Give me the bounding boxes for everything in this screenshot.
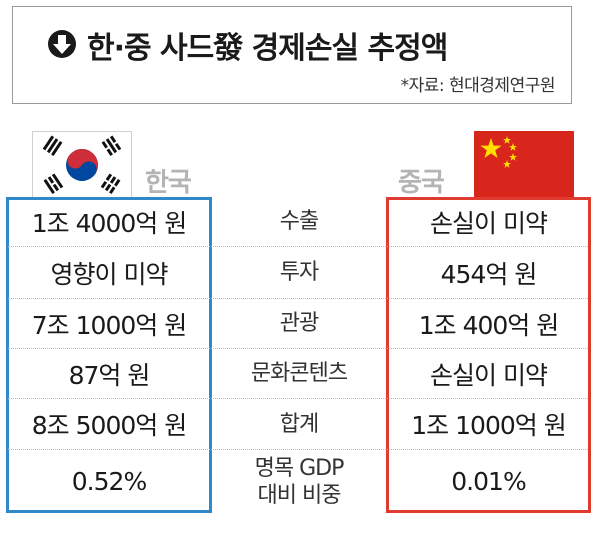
row-divider	[8, 246, 588, 247]
korea-flag-icon	[32, 131, 132, 199]
title-panel: 한·중 사드發 경제손실 추정액 *자료: 현대경제연구원	[12, 6, 572, 104]
korea-column-frame	[6, 197, 212, 513]
country-label-china: 중국	[398, 168, 445, 198]
row-label-investment: 투자	[279, 260, 319, 285]
china-flag-icon	[474, 131, 574, 199]
korea-value-gdp-share: 0.52%	[71, 467, 147, 496]
row-label-culture: 문화콘텐츠	[250, 361, 348, 386]
country-label-korea: 한국	[145, 168, 192, 198]
row-label-tourism: 관광	[279, 311, 319, 336]
row-divider	[8, 298, 588, 299]
china-value-export: 손실이 미약	[430, 208, 548, 238]
china-column-frame	[386, 197, 591, 513]
row-label-export: 수출	[279, 209, 319, 234]
row-label-total: 합계	[279, 411, 319, 437]
row-divider	[8, 449, 588, 450]
source-note: *자료: 현대경제연구원	[400, 76, 556, 96]
china-value-investment: 454억 원	[440, 259, 538, 289]
korea-value-total: 8조 5000억 원	[31, 411, 187, 440]
china-value-culture: 손실이 미약	[430, 360, 548, 390]
china-value-tourism: 1조 400억 원	[418, 310, 560, 340]
china-value-gdp-share: 0.01%	[451, 467, 526, 496]
korea-value-export: 1조 4000억 원	[31, 208, 187, 238]
row-divider	[8, 348, 588, 349]
page-title: 한·중 사드發 경제손실 추정액	[87, 31, 448, 66]
korea-value-tourism: 7조 1000억 원	[31, 310, 187, 340]
row-divider	[8, 398, 588, 399]
down-arrow-circle-icon	[48, 30, 76, 58]
korea-value-culture: 87억 원	[68, 360, 151, 390]
row-label-gdp-share: 명목 GDP 대비 비중	[254, 455, 345, 508]
korea-value-investment: 영향이 미약	[50, 259, 169, 289]
china-value-total: 1조 1000억 원	[411, 411, 566, 440]
